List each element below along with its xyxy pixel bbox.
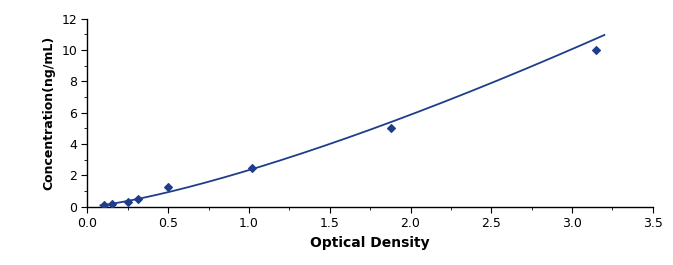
X-axis label: Optical Density: Optical Density [310,236,430,250]
Y-axis label: Concentration(ng/mL): Concentration(ng/mL) [42,36,56,190]
